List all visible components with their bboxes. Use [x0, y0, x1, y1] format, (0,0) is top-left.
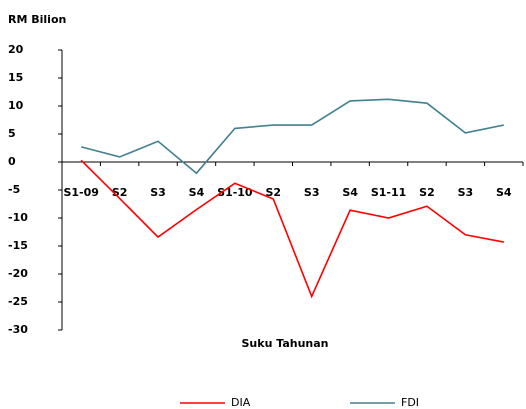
y-tick-label: 15 — [8, 71, 23, 84]
x-tick-label: S4 — [189, 186, 205, 199]
x-axis-label: Suku Tahunan — [242, 337, 329, 350]
x-tick-label: S3 — [458, 186, 474, 199]
y-tick-label: 5 — [8, 127, 16, 140]
x-tick-label: S2 — [419, 186, 435, 199]
y-axis-label: RM Bilion — [8, 13, 66, 26]
series-line — [80, 159, 504, 299]
y-tick-label: 0 — [8, 155, 16, 168]
y-tick-label: -15 — [8, 239, 28, 252]
y-tick-label: -20 — [8, 267, 28, 280]
x-tick-label: S1-11 — [371, 186, 406, 199]
y-tick-label: -25 — [8, 295, 28, 308]
series-line — [81, 98, 504, 175]
y-tick-label: 10 — [8, 99, 24, 112]
y-tick-label: -30 — [8, 323, 28, 336]
x-tick-label: S4 — [342, 186, 358, 199]
x-tick-label: S1-09 — [63, 186, 98, 199]
x-tick-label: S3 — [304, 186, 320, 199]
legend-label: FDI — [401, 396, 419, 409]
x-tick-label: S3 — [150, 186, 166, 199]
y-tick-label: 20 — [8, 43, 24, 56]
legend-label: DIA — [231, 396, 251, 409]
x-tick-label: S2 — [266, 186, 282, 199]
y-tick-label: -10 — [8, 211, 28, 224]
x-tick-label: S2 — [112, 186, 128, 199]
y-tick-label: -5 — [8, 183, 20, 196]
x-tick-label: S4 — [496, 186, 512, 199]
